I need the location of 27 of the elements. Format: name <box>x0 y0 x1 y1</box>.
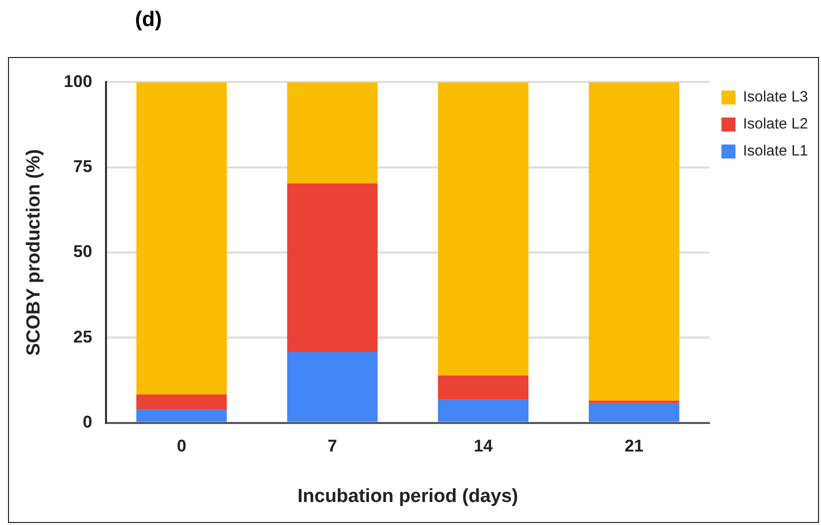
bar <box>438 400 528 422</box>
x-tick-label: 14 <box>474 436 494 456</box>
bar <box>588 400 680 404</box>
y-tick-label: 50 <box>73 242 92 262</box>
y-tick-label: 25 <box>73 327 92 346</box>
legend-label: Isolate L3 <box>742 88 808 106</box>
bar <box>287 183 378 352</box>
y-tick-label: 100 <box>64 72 92 91</box>
x-tick-label: 21 <box>624 436 644 456</box>
legend-label: Isolate L1 <box>742 142 808 160</box>
bar <box>588 82 680 401</box>
bar <box>136 410 227 422</box>
bar <box>287 352 378 422</box>
bar <box>136 82 227 395</box>
legend-label: Isolate L2 <box>742 116 808 133</box>
y-tick-label: 0 <box>82 412 92 432</box>
x-axis-title: Incubation period (days) <box>297 486 518 507</box>
bar <box>287 82 378 184</box>
y-tick-label: 75 <box>73 157 92 176</box>
x-tick-label: 7 <box>328 436 338 456</box>
bar <box>588 403 680 422</box>
x-tick-label: 0 <box>176 436 186 456</box>
bar <box>438 82 528 376</box>
bar <box>136 394 227 410</box>
y-axis-title: SCOBY production (%) <box>24 149 45 356</box>
bar <box>438 375 528 400</box>
chart-title: (d) <box>135 8 162 32</box>
